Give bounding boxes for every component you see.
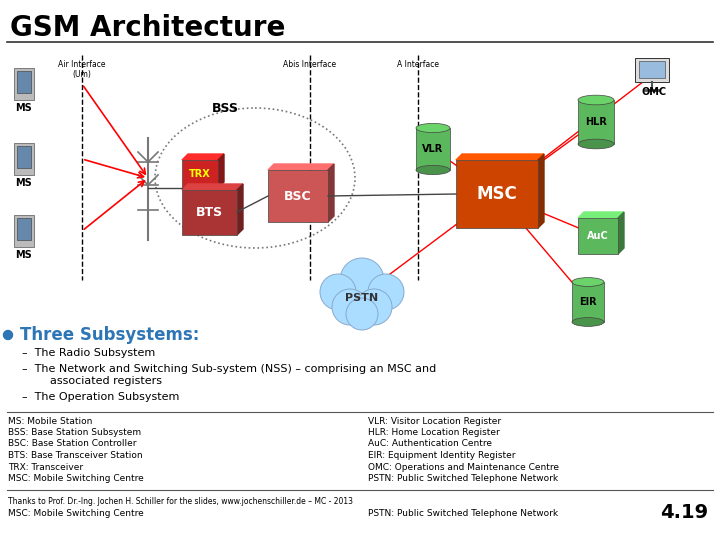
Circle shape — [346, 298, 378, 330]
Text: BTS: BTS — [196, 206, 223, 219]
Circle shape — [320, 274, 356, 310]
Bar — [578, 218, 618, 254]
Text: PSTN: PSTN — [346, 293, 379, 303]
Bar — [578, 100, 614, 144]
Text: HLR: HLR — [585, 117, 607, 127]
Ellipse shape — [578, 139, 614, 149]
Text: MSC: Mobile Switching Centre: MSC: Mobile Switching Centre — [8, 474, 144, 483]
Text: A Interface: A Interface — [397, 60, 439, 69]
Ellipse shape — [572, 318, 604, 326]
Text: GSM Architecture: GSM Architecture — [10, 14, 285, 42]
Bar — [14, 215, 34, 247]
Bar — [14, 68, 34, 100]
Bar — [268, 170, 328, 222]
Polygon shape — [268, 164, 334, 170]
Polygon shape — [578, 212, 624, 218]
Polygon shape — [328, 164, 334, 222]
Text: Air Interface
(Um): Air Interface (Um) — [58, 60, 106, 79]
Polygon shape — [182, 184, 243, 190]
Bar — [182, 190, 237, 235]
Text: associated registers: associated registers — [22, 376, 162, 386]
Text: VLR: Visitor Location Register: VLR: Visitor Location Register — [368, 416, 501, 426]
Polygon shape — [618, 212, 624, 254]
Text: BSS: Base Station Subsystem: BSS: Base Station Subsystem — [8, 428, 141, 437]
Polygon shape — [538, 154, 544, 228]
Text: MS: MS — [16, 178, 32, 188]
Text: PSTN: Public Switched Telephone Network: PSTN: Public Switched Telephone Network — [368, 510, 558, 518]
Text: BTS: Base Transceiver Station: BTS: Base Transceiver Station — [8, 451, 143, 460]
Polygon shape — [218, 154, 224, 188]
Text: –  The Operation Subsystem: – The Operation Subsystem — [22, 392, 179, 402]
Ellipse shape — [572, 278, 604, 286]
Polygon shape — [237, 184, 243, 235]
Ellipse shape — [578, 95, 614, 105]
Text: Three Subsystems:: Three Subsystems: — [20, 326, 199, 344]
Bar — [17, 218, 31, 240]
Ellipse shape — [416, 123, 450, 133]
Circle shape — [332, 289, 368, 325]
Text: AuC: AuC — [587, 231, 609, 241]
Circle shape — [368, 274, 404, 310]
Circle shape — [4, 330, 12, 340]
Text: EIR: Equipment Identity Register: EIR: Equipment Identity Register — [368, 451, 516, 460]
Text: MSC: MSC — [477, 185, 518, 203]
Polygon shape — [456, 154, 544, 160]
Circle shape — [340, 258, 384, 302]
Text: OMC: Operations and Maintenance Centre: OMC: Operations and Maintenance Centre — [368, 462, 559, 471]
Text: BSC: BSC — [284, 190, 312, 202]
Bar — [182, 160, 218, 188]
Text: VLR: VLR — [423, 144, 444, 154]
Bar — [639, 61, 665, 78]
Text: 4.19: 4.19 — [660, 503, 708, 522]
Bar — [572, 282, 604, 322]
Text: MS: MS — [16, 250, 32, 260]
Text: Abis Interface: Abis Interface — [284, 60, 336, 69]
Polygon shape — [182, 154, 224, 160]
Text: TRX: TRX — [189, 169, 211, 179]
Text: TRX: Transceiver: TRX: Transceiver — [8, 462, 83, 471]
Text: AuC: Authentication Centre: AuC: Authentication Centre — [368, 440, 492, 449]
Text: MS: Mobile Station: MS: Mobile Station — [8, 416, 92, 426]
Text: HLR: Home Location Register: HLR: Home Location Register — [368, 428, 500, 437]
Bar — [17, 71, 31, 93]
Text: Thanks to Prof. Dr.-Ing. Jochen H. Schiller for the slides, www.jochenschiller.d: Thanks to Prof. Dr.-Ing. Jochen H. Schil… — [8, 497, 353, 507]
Text: PSTN: Public Switched Telephone Network: PSTN: Public Switched Telephone Network — [368, 474, 558, 483]
Ellipse shape — [416, 165, 450, 174]
Circle shape — [356, 289, 392, 325]
Bar — [14, 143, 34, 175]
Bar — [416, 128, 450, 170]
Bar — [635, 58, 669, 82]
Text: –  The Network and Switching Sub-system (NSS) – comprising an MSC and: – The Network and Switching Sub-system (… — [22, 364, 436, 374]
Text: BSC: Base Station Controller: BSC: Base Station Controller — [8, 440, 137, 449]
Bar — [17, 146, 31, 168]
Text: BSS: BSS — [212, 102, 238, 114]
Text: EIR: EIR — [579, 297, 597, 307]
Text: MSC: Mobile Switching Centre: MSC: Mobile Switching Centre — [8, 510, 144, 518]
Text: MS: MS — [16, 103, 32, 113]
Bar — [456, 160, 538, 228]
Text: OMC: OMC — [642, 87, 667, 97]
Text: –  The Radio Subsystem: – The Radio Subsystem — [22, 348, 156, 358]
